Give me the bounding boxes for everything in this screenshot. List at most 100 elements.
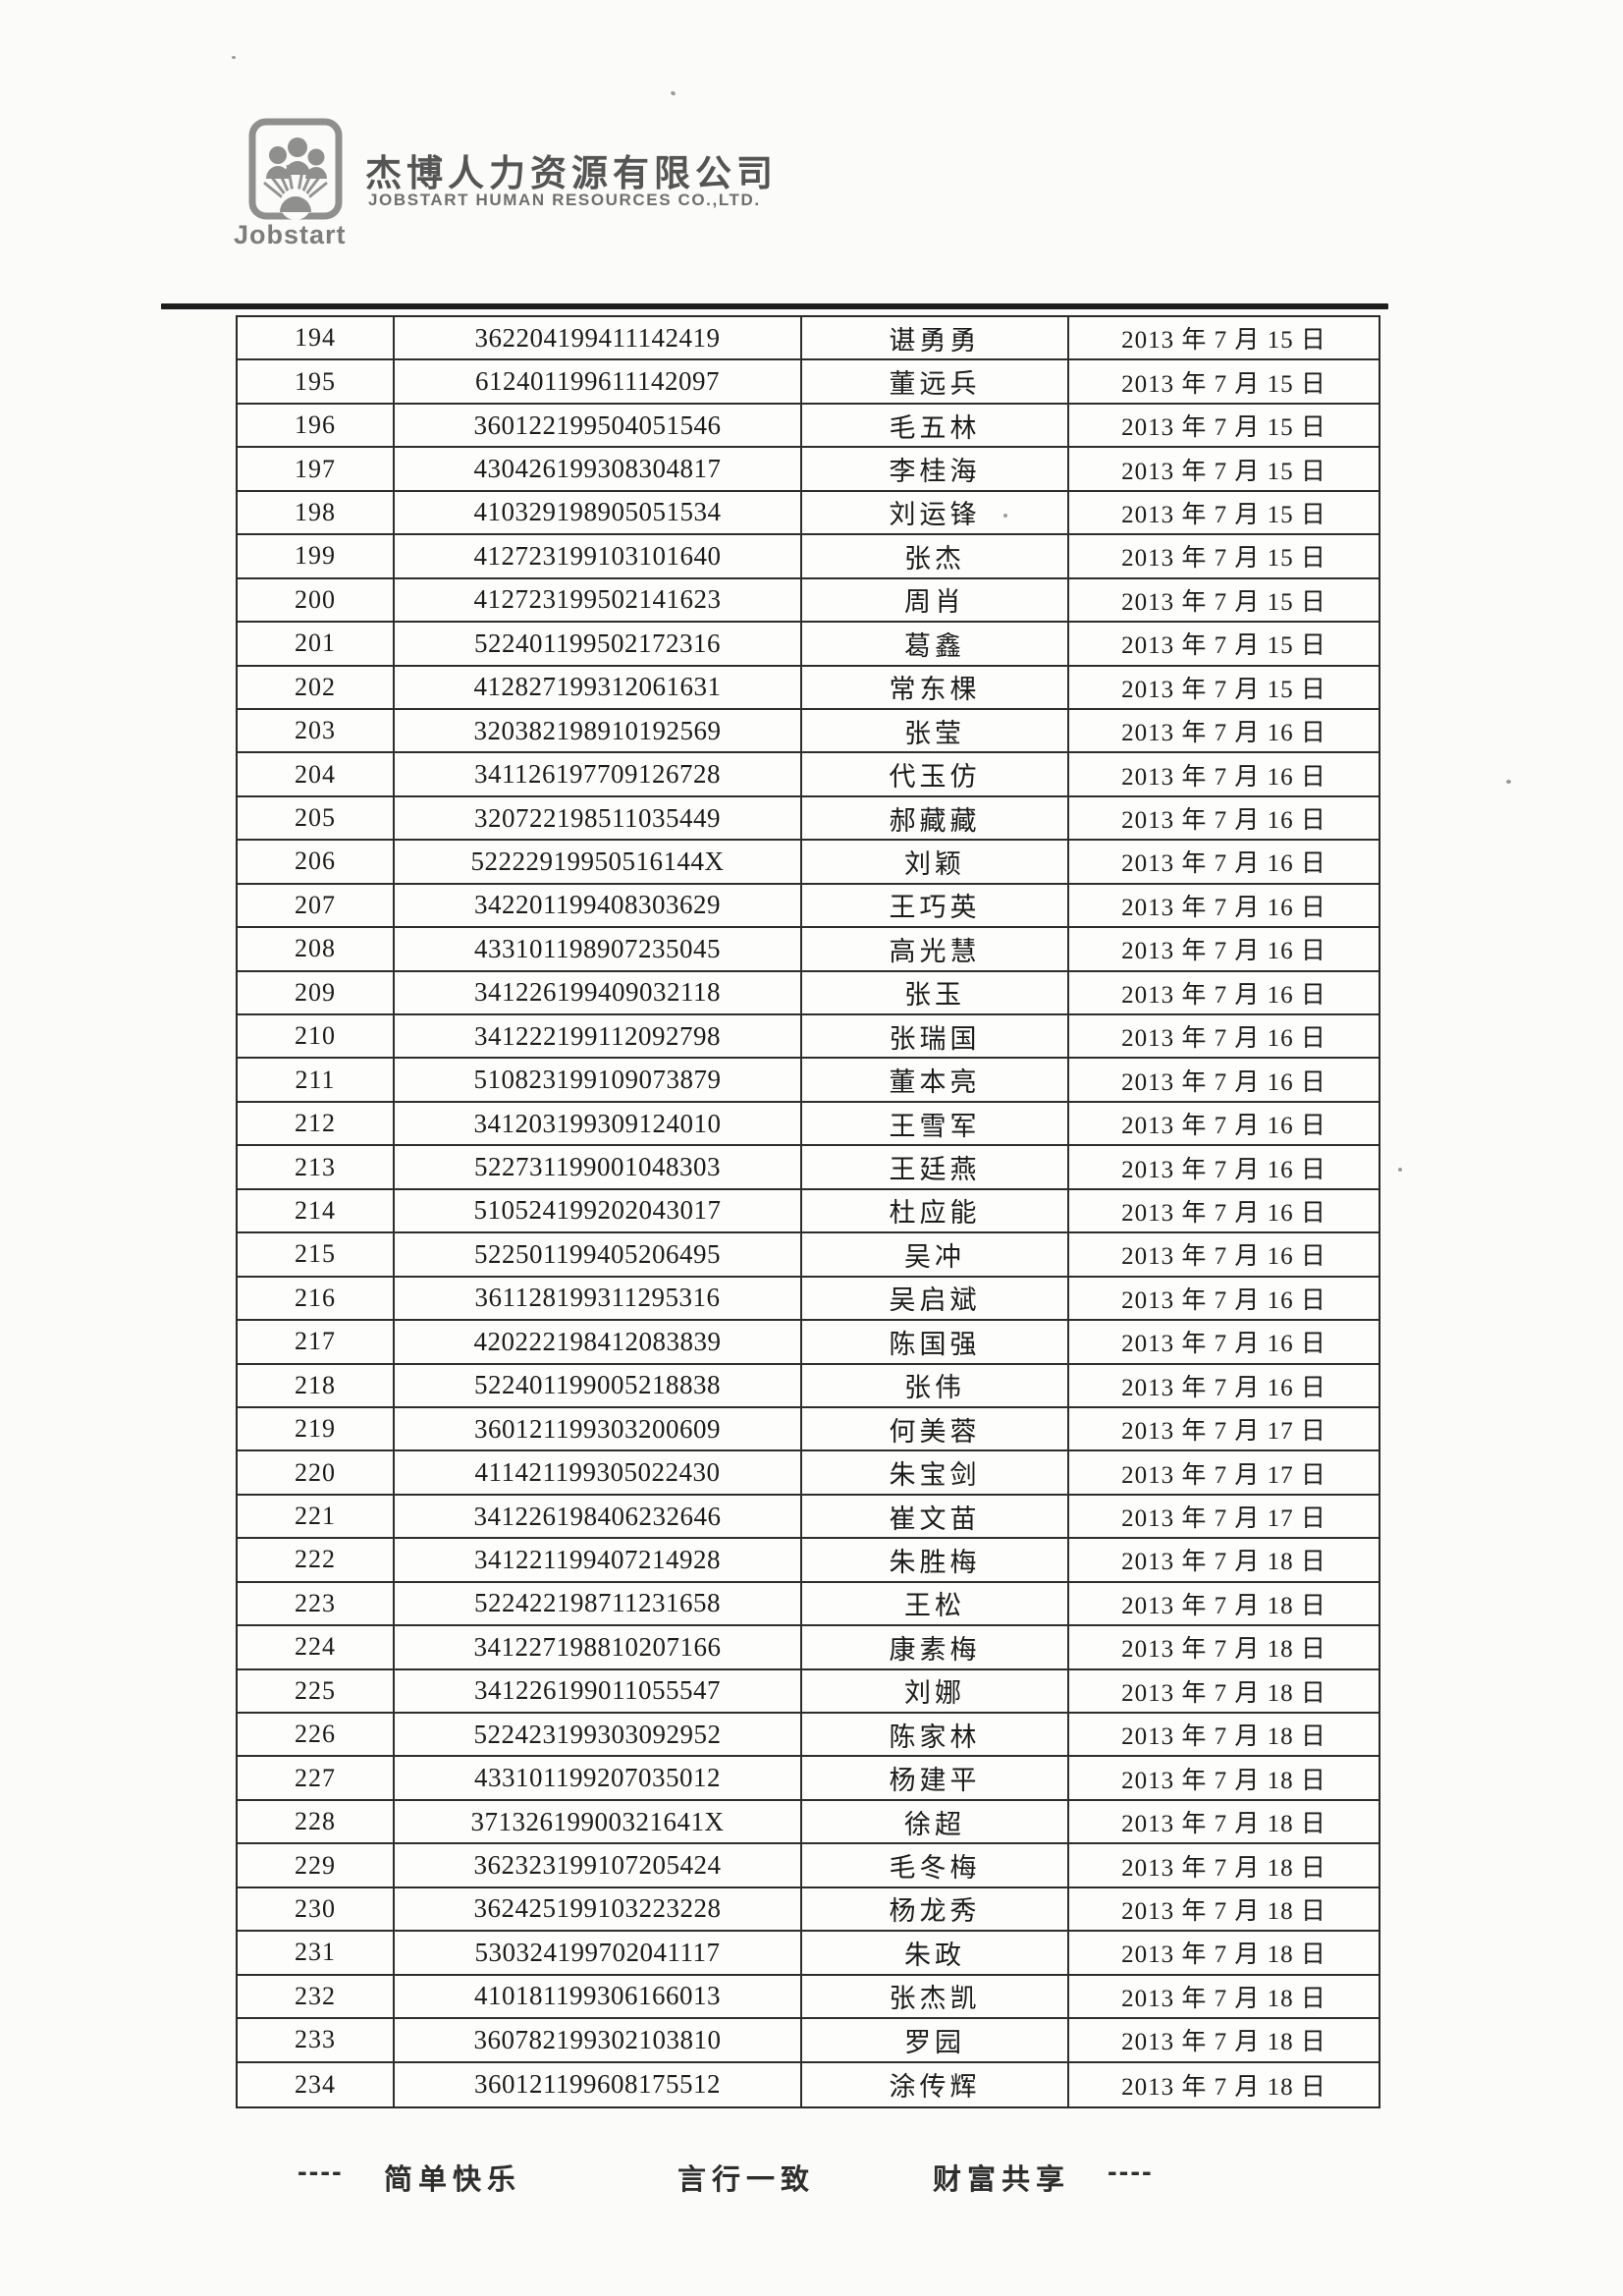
id-number-cell: 510524199202043017: [395, 1189, 802, 1234]
name-cell: 王巧英: [802, 884, 1069, 929]
name-cell: 杜应能: [802, 1189, 1069, 1234]
row-number-cell: 208: [238, 928, 395, 972]
id-number-cell: 433101199207035012: [395, 1757, 802, 1801]
name-cell: 毛五林: [802, 404, 1069, 449]
scan-speck: [1506, 780, 1511, 784]
name-cell: 朱宝剑: [802, 1451, 1069, 1496]
row-number-cell: 223: [238, 1582, 395, 1627]
name-cell: 张瑞国: [802, 1015, 1069, 1060]
name-cell: 朱政: [802, 1932, 1069, 1976]
name-cell: 毛冬梅: [802, 1844, 1069, 1888]
name-cell: 周肖: [802, 578, 1069, 624]
date-cell: 2013 年 7 月 18 日: [1069, 1801, 1379, 1845]
date-cell: 2013 年 7 月 16 日: [1069, 1146, 1379, 1190]
row-number-cell: 205: [238, 796, 395, 842]
date-cell: 2013 年 7 月 16 日: [1069, 885, 1379, 929]
name-cell: 王松: [802, 1582, 1069, 1627]
date-cell: 2013 年 7 月 15 日: [1069, 667, 1379, 710]
date-cell: 2013 年 7 月 17 日: [1069, 1496, 1379, 1540]
id-number-cell: 522731199001048303: [395, 1146, 802, 1190]
id-number-cell: 411421199305022430: [395, 1451, 802, 1496]
date-cell: 2013 年 7 月 15 日: [1069, 317, 1379, 361]
name-cell: 罗园: [802, 2019, 1069, 2063]
row-number-cell: 206: [238, 841, 395, 885]
name-cell: 张杰: [802, 535, 1069, 579]
date-cell: 2013 年 7 月 16 日: [1069, 928, 1379, 972]
row-number-cell: 197: [238, 448, 395, 492]
name-cell: 董本亮: [802, 1059, 1069, 1103]
name-cell: 张伟: [802, 1364, 1069, 1408]
id-number-cell: 522501199405206495: [395, 1233, 802, 1278]
id-number-cell: 360121199303200609: [395, 1407, 802, 1452]
row-number-cell: 201: [238, 623, 395, 667]
id-number-cell: 360782199302103810: [395, 2019, 802, 2063]
id-number-cell: 341226199011055547: [395, 1669, 802, 1714]
row-number-cell: 215: [238, 1233, 395, 1278]
id-number-cell: 341226198406232646: [395, 1495, 802, 1540]
row-number-cell: 198: [238, 491, 395, 536]
row-number-cell: 216: [238, 1277, 395, 1322]
row-number-cell: 199: [238, 535, 395, 579]
name-cell: 王雪军: [802, 1102, 1069, 1147]
date-cell: 2013 年 7 月 16 日: [1069, 1103, 1379, 1147]
row-number-cell: 204: [238, 753, 395, 797]
id-number-cell: 612401199611142097: [395, 360, 802, 405]
name-cell: 徐超: [802, 1800, 1069, 1845]
row-number-cell: 226: [238, 1714, 395, 1758]
row-number-cell: 233: [238, 2019, 395, 2063]
id-number-cell: 412723199502141623: [395, 578, 802, 624]
name-cell: 李桂海: [802, 448, 1069, 492]
row-number-cell: 217: [238, 1321, 395, 1365]
name-cell: 何美蓉: [802, 1407, 1069, 1452]
row-number-cell: 231: [238, 1932, 395, 1976]
id-number-cell: 420222198412083839: [395, 1321, 802, 1365]
date-cell: 2013 年 7 月 18 日: [1069, 2019, 1379, 2063]
name-cell: 吴冲: [802, 1233, 1069, 1278]
name-cell: 张杰凯: [802, 1975, 1069, 2020]
footer-slogan: 言行一致: [677, 2164, 816, 2196]
row-number-cell: 195: [238, 360, 395, 405]
footer-slogans: ---- 简单快乐 言行一致 财富共享 ----: [0, 2157, 1623, 2198]
date-cell: 2013 年 7 月 18 日: [1069, 1844, 1379, 1888]
id-number-cell: 410329198905051534: [395, 491, 802, 536]
date-cell: 2013 年 7 月 15 日: [1069, 405, 1379, 449]
row-number-cell: 234: [238, 2062, 395, 2106]
scan-speck: [232, 56, 236, 59]
date-cell: 2013 年 7 月 15 日: [1069, 492, 1379, 536]
name-cell: 杨建平: [802, 1757, 1069, 1801]
id-number-cell: 510823199109073879: [395, 1059, 802, 1103]
id-number-cell: 522401199502172316: [395, 623, 802, 667]
date-cell: 2013 年 7 月 15 日: [1069, 360, 1379, 405]
id-number-cell: 341126197709126728: [395, 753, 802, 797]
jobstart-logo: [248, 118, 347, 224]
date-cell: 2013 年 7 月 15 日: [1069, 579, 1379, 624]
name-cell: 崔文苗: [802, 1495, 1069, 1540]
id-number-cell: 530324199702041117: [395, 1932, 802, 1976]
date-cell: 2013 年 7 月 18 日: [1069, 1583, 1379, 1627]
row-number-cell: 225: [238, 1669, 395, 1714]
row-number-cell: 202: [238, 666, 395, 710]
name-cell: 杨龙秀: [802, 1887, 1069, 1933]
id-number-cell: 522422198711231658: [395, 1582, 802, 1627]
id-number-cell: 362425199103223228: [395, 1887, 802, 1933]
date-cell: 2013 年 7 月 16 日: [1069, 1233, 1379, 1278]
date-cell: 2013 年 7 月 18 日: [1069, 1539, 1379, 1583]
row-number-cell: 211: [238, 1059, 395, 1103]
footer-slogan: 简单快乐: [384, 2164, 522, 2196]
row-number-cell: 196: [238, 404, 395, 449]
row-number-cell: 213: [238, 1146, 395, 1190]
date-cell: 2013 年 7 月 17 日: [1069, 1451, 1379, 1496]
date-cell: 2013 年 7 月 16 日: [1069, 753, 1379, 797]
id-number-cell: 433101198907235045: [395, 928, 802, 972]
name-cell: 常东棵: [802, 666, 1069, 710]
id-number-cell: 360121199608175512: [395, 2062, 802, 2106]
date-cell: 2013 年 7 月 18 日: [1069, 1714, 1379, 1758]
row-number-cell: 228: [238, 1800, 395, 1845]
date-cell: 2013 年 7 月 18 日: [1121, 2073, 1326, 2101]
id-number-cell: 522401199005218838: [395, 1364, 802, 1408]
name-cell: 谌勇勇: [802, 317, 1069, 361]
row-number-cell: 194: [238, 317, 395, 361]
id-number-cell: 412723199103101640: [395, 535, 802, 579]
name-cell: 郝藏藏: [802, 796, 1069, 842]
